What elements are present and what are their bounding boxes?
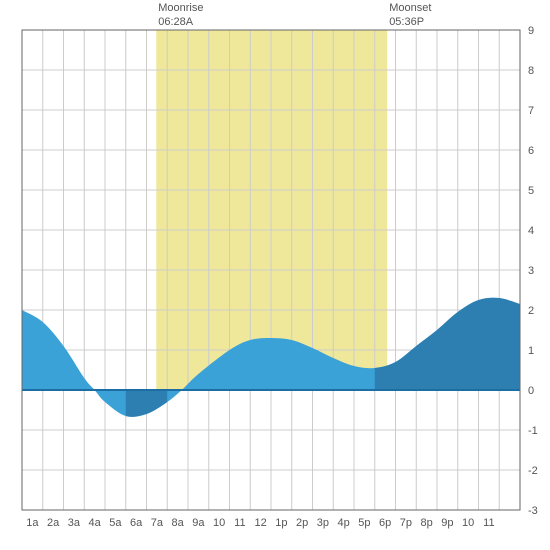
svg-text:3: 3	[528, 265, 534, 277]
svg-text:3a: 3a	[68, 517, 81, 529]
chart-svg: -3-2-101234567891a2a3a4a5a6a7a8a9a101112…	[0, 0, 550, 550]
moonset-title: Moonset	[389, 2, 431, 14]
svg-text:6: 6	[528, 145, 534, 157]
svg-text:9p: 9p	[441, 517, 453, 529]
moonset-label: Moonset 05:36P	[389, 2, 431, 30]
svg-text:11: 11	[483, 517, 494, 529]
svg-text:0: 0	[528, 385, 534, 397]
svg-text:6p: 6p	[379, 517, 391, 529]
svg-text:4p: 4p	[338, 517, 350, 529]
moonrise-title: Moonrise	[158, 2, 203, 14]
svg-text:7p: 7p	[400, 517, 412, 529]
svg-text:7a: 7a	[151, 517, 164, 529]
svg-text:5: 5	[528, 185, 534, 197]
svg-text:7: 7	[528, 105, 534, 117]
svg-text:1: 1	[528, 345, 534, 357]
svg-text:1p: 1p	[275, 517, 287, 529]
svg-text:3p: 3p	[317, 517, 329, 529]
svg-text:6a: 6a	[130, 517, 143, 529]
svg-text:11: 11	[234, 517, 245, 529]
svg-text:-2: -2	[528, 465, 538, 477]
svg-text:2: 2	[528, 305, 534, 317]
svg-text:9: 9	[528, 25, 534, 37]
svg-text:8a: 8a	[172, 517, 185, 529]
svg-text:12: 12	[255, 517, 267, 529]
svg-text:-1: -1	[528, 425, 538, 437]
svg-text:5p: 5p	[358, 517, 370, 529]
svg-text:8: 8	[528, 65, 534, 77]
svg-text:1a: 1a	[26, 517, 39, 529]
moonrise-label: Moonrise 06:28A	[158, 2, 203, 30]
svg-text:2a: 2a	[47, 517, 60, 529]
svg-text:10: 10	[213, 517, 225, 529]
svg-text:4: 4	[528, 225, 534, 237]
svg-text:10: 10	[462, 517, 474, 529]
svg-text:-3: -3	[528, 505, 538, 517]
tide-chart: -3-2-101234567891a2a3a4a5a6a7a8a9a101112…	[0, 0, 550, 550]
moonset-time: 05:36P	[389, 16, 424, 28]
svg-text:4a: 4a	[89, 517, 102, 529]
svg-text:8p: 8p	[421, 517, 433, 529]
moonrise-time: 06:28A	[158, 16, 193, 28]
svg-text:5a: 5a	[109, 517, 122, 529]
svg-text:9a: 9a	[192, 517, 205, 529]
svg-text:2p: 2p	[296, 517, 308, 529]
